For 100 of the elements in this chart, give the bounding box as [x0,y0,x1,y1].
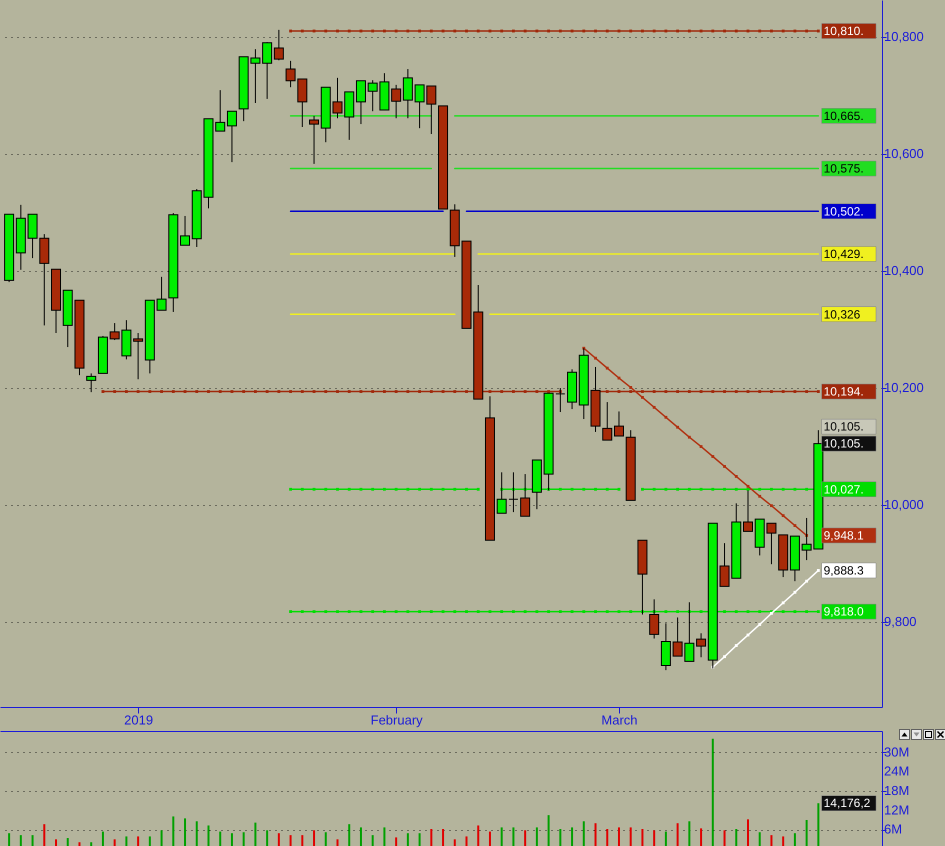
annotation: 14,176,2 [824,796,871,810]
point [430,390,433,393]
point [629,30,632,32]
point [723,488,726,491]
point [500,610,504,614]
candlestick [297,78,308,128]
point [360,488,362,491]
point [664,416,668,419]
point [535,390,538,393]
point [418,610,422,614]
point [406,390,410,393]
candlestick [426,86,436,135]
point [124,390,128,393]
point [394,488,398,491]
point [289,488,292,491]
point [535,30,538,32]
point [324,30,328,32]
point [664,610,668,614]
point [782,390,785,393]
point [312,610,316,614]
point [582,610,586,614]
data-label: 9,888.3 [824,563,864,578]
point [324,390,328,393]
point [782,514,785,518]
y-tick-label: 10,000 [884,497,924,512]
data-label: 9,818.0 [824,604,864,619]
point [195,390,198,393]
point [113,390,116,393]
point [782,610,785,614]
point [793,610,796,614]
candlestick [614,410,624,437]
point [618,488,620,491]
x-tick-label: 2019 [124,712,154,728]
point [582,30,586,32]
point [606,610,609,614]
point [734,30,738,32]
point [676,426,680,429]
point [512,610,515,614]
data-label: 9,948.1 [824,528,864,542]
point [816,30,820,32]
point [652,406,656,409]
point [442,488,444,491]
candlestick [520,474,530,517]
point [406,30,410,32]
point [700,610,702,614]
point [453,390,456,393]
point [734,390,738,393]
point [676,488,680,491]
point [535,610,538,614]
point [488,610,492,614]
point [664,30,668,32]
point [734,610,738,614]
point [360,610,362,614]
point [641,488,644,491]
point [465,610,468,614]
point [664,488,668,491]
data-label: 10,502. [824,204,864,218]
point [793,590,796,594]
point [676,30,680,32]
point [805,390,808,393]
candlestick [286,60,296,88]
point [816,390,820,393]
line-series [711,569,820,669]
y-tick-label: 6M [884,822,902,837]
point [770,504,773,508]
point [570,488,574,491]
point [676,390,680,393]
x-tick-label: March [601,712,638,728]
point [805,488,808,491]
point [723,655,726,658]
data-label: 10,194. [824,384,864,399]
point [172,390,175,393]
point [711,455,714,458]
y-tick-label: 9,800 [884,614,917,630]
y-tick-label: 12M [884,802,910,818]
point [324,610,328,614]
point [430,30,433,32]
point [300,390,304,393]
y-tick-label: 24M [884,764,910,779]
point [629,386,632,389]
point [606,366,609,370]
y-tick-label: 10,400 [884,262,924,278]
point [371,30,374,32]
point [594,610,597,614]
point [348,390,351,393]
point [606,30,609,32]
point [336,488,339,491]
point [465,488,468,491]
point [547,610,550,614]
y-tick-label: 10,600 [884,146,924,161]
point [406,488,410,491]
point [746,610,750,614]
point [676,610,680,614]
point [394,30,398,32]
point [688,436,691,439]
data-label: 10,326 [824,307,861,322]
point [300,610,304,614]
point [594,356,597,360]
point [618,610,620,614]
point [746,488,750,491]
